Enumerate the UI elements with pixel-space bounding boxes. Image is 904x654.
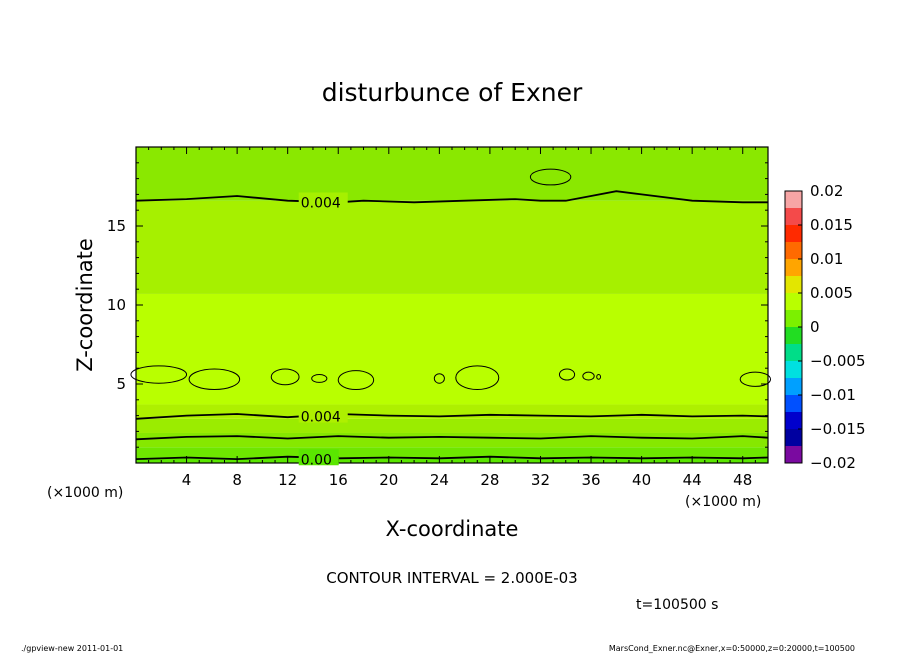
footer-left: ./gpview-new 2011-01-01 — [21, 644, 123, 653]
closed-contour-0 — [529, 168, 572, 186]
colorbar-segment — [785, 429, 802, 447]
x-tick-label: 28 — [480, 471, 499, 489]
colorbar-segment — [785, 310, 802, 328]
colorbar-tick-label: 0.01 — [810, 250, 843, 268]
contour-line-2 — [135, 435, 769, 441]
colorbar-segment — [785, 378, 802, 396]
y-tick-label: 5 — [116, 375, 126, 393]
x-tick-label: 12 — [278, 471, 297, 489]
closed-contour-3 — [311, 374, 328, 383]
colorbar-segment — [785, 344, 802, 362]
contour-line-1 — [135, 413, 769, 420]
contour-line-3 — [135, 455, 769, 461]
colorbar-segment — [785, 446, 802, 464]
x-tick-label: 48 — [733, 471, 752, 489]
colorbar-segment — [785, 361, 802, 379]
contour-label-0: 0.004 — [301, 196, 341, 212]
closed-contour-1 — [188, 368, 241, 391]
contour-interval-text: CONTOUR INTERVAL = 2.000E-03 — [326, 569, 577, 587]
field-band-2 — [136, 432, 768, 448]
colorbar-segment — [785, 412, 802, 430]
closed-contour-6 — [455, 365, 500, 391]
x-tick-label: 44 — [683, 471, 702, 489]
closed-contour-2 — [270, 368, 300, 386]
field-band-6 — [136, 200, 768, 294]
colorbar-segment — [785, 191, 802, 209]
colorbar-segment — [785, 293, 802, 311]
colorbar-tick-label: 0.005 — [810, 284, 853, 302]
colorbar-tick-label: −0.02 — [810, 454, 856, 472]
x-tick-label: 8 — [232, 471, 242, 489]
colorbar-segment — [785, 242, 802, 260]
field-band-5 — [136, 293, 768, 405]
footer-right: MarsCond_Exner.nc@Exner,x=0:50000,z=0:20… — [609, 644, 855, 653]
closed-contour-11 — [130, 365, 188, 384]
colorbar-tick-label: 0.02 — [810, 182, 843, 200]
field-band-3 — [136, 418, 768, 433]
colorbar-segment — [785, 208, 802, 226]
chart-title: disturbunce of Exner — [322, 78, 583, 107]
x-tick-label: 20 — [379, 471, 398, 489]
contour-line-0 — [135, 190, 768, 204]
colorbar-tick-label: 0.015 — [810, 216, 853, 234]
contour-label-gap-2 — [298, 449, 339, 466]
contour-label-gap-1 — [298, 406, 348, 423]
x-axis-unit: (×1000 m) — [685, 494, 761, 510]
colorbar-tick-label: −0.01 — [810, 386, 856, 404]
contour-label-1: 0.004 — [301, 410, 341, 426]
y-axis-label: Z-coordinate — [73, 238, 97, 372]
colorbar-tick-label: −0.005 — [810, 352, 866, 370]
colorbar-tick-label: −0.015 — [810, 420, 866, 438]
colorbar-segment — [785, 276, 802, 294]
x-axis-label: X-coordinate — [386, 517, 519, 541]
colorbar-tick-label: 0 — [810, 318, 820, 336]
contour-label-gap-0 — [298, 192, 348, 209]
y-tick-label: 10 — [107, 296, 126, 314]
x-tick-label: 16 — [329, 471, 348, 489]
x-tick-label: 40 — [632, 471, 651, 489]
field-band-7 — [136, 147, 768, 201]
closed-contour-4 — [337, 370, 375, 391]
contour-label-2: 0.00 — [301, 452, 332, 468]
x-tick-label: 4 — [182, 471, 192, 489]
colorbar-segment — [785, 327, 802, 345]
closed-contour-9 — [596, 374, 602, 380]
x-tick-label: 24 — [430, 471, 449, 489]
field-band-1 — [136, 447, 768, 458]
closed-contour-7 — [558, 368, 576, 381]
closed-contour-10 — [739, 371, 772, 387]
y-axis-unit: (×1000 m) — [47, 485, 123, 501]
colorbar-segment — [785, 395, 802, 413]
closed-contour-8 — [582, 371, 595, 381]
x-tick-label: 36 — [581, 471, 600, 489]
time-text: t=100500 s — [636, 597, 718, 613]
y-tick-label: 15 — [107, 217, 126, 235]
colorbar-segment — [785, 225, 802, 243]
colorbar-segment — [785, 259, 802, 277]
x-tick-label: 32 — [531, 471, 550, 489]
closed-contour-5 — [433, 373, 445, 384]
